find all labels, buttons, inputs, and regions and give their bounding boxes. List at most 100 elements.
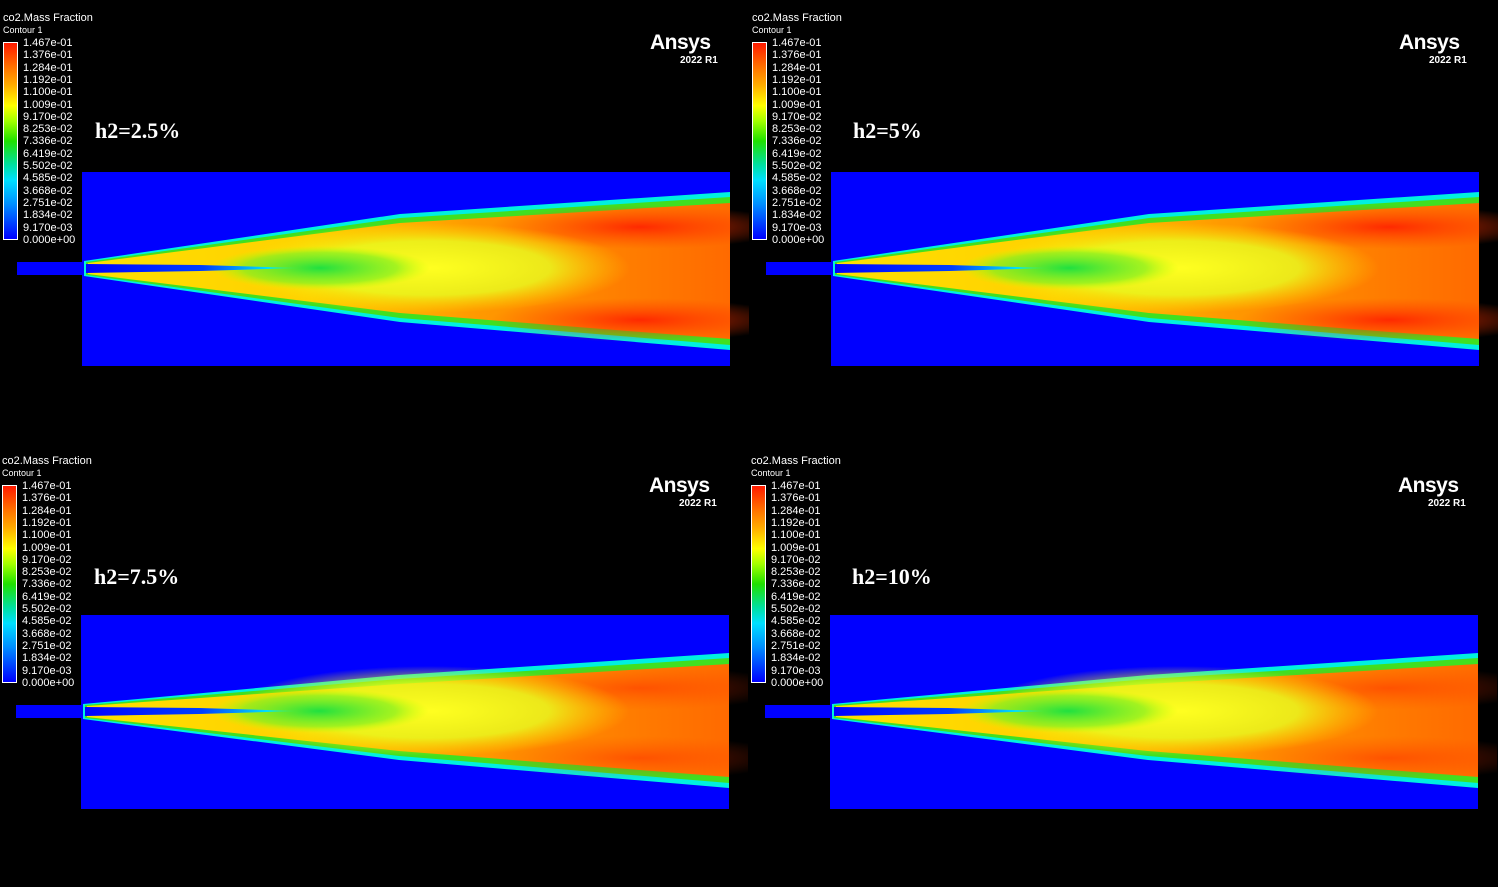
colorbar-tick-label: 2.751e-02 bbox=[22, 639, 72, 652]
jet-core bbox=[835, 264, 1049, 273]
ansys-version: 2022 R1 bbox=[679, 498, 717, 509]
colorbar-tick-label: 0.000e+00 bbox=[771, 676, 824, 689]
colorbar bbox=[3, 42, 18, 240]
colorbar-tick-label: 7.336e-02 bbox=[772, 135, 822, 148]
colorbar-tick-label: 1.834e-02 bbox=[23, 209, 73, 222]
inlet-pipe bbox=[766, 262, 832, 275]
ansys-logo: Ansys bbox=[1398, 474, 1459, 497]
colorbar-tick-label: 6.419e-02 bbox=[23, 147, 73, 160]
case-label: h2=7.5% bbox=[94, 564, 180, 589]
colorbar-tick-label: 3.668e-02 bbox=[772, 184, 822, 197]
colorbar-tick-label: 1.284e-01 bbox=[771, 504, 821, 517]
colorbar-tick-label: 0.000e+00 bbox=[23, 233, 76, 246]
colorbar-tick-label: 9.170e-02 bbox=[23, 110, 73, 123]
colorbar-subtitle: Contour 1 bbox=[3, 25, 43, 35]
colorbar-tick-label: 1.009e-01 bbox=[22, 541, 72, 554]
colorbar-tick-label: 9.170e-03 bbox=[22, 664, 72, 677]
inlet-pipe bbox=[765, 705, 831, 718]
colorbar-tick-label: 6.419e-02 bbox=[22, 590, 72, 603]
ansys-logo: Ansys bbox=[649, 474, 710, 497]
colorbar-tick-label: 3.668e-02 bbox=[22, 627, 72, 640]
colorbar-tick-label: 1.834e-02 bbox=[772, 209, 822, 222]
colorbar-tick-label: 8.253e-02 bbox=[23, 123, 73, 136]
colorbar-tick-label: 3.668e-02 bbox=[23, 184, 73, 197]
colorbar-tick-label: 0.000e+00 bbox=[772, 233, 825, 246]
colorbar-tick-label: 5.502e-02 bbox=[771, 603, 821, 615]
colorbar-tick-label: 1.834e-02 bbox=[22, 652, 72, 665]
colorbar-tick-label: 1.100e-01 bbox=[23, 86, 73, 99]
colorbar-tick-label: 1.376e-01 bbox=[771, 492, 821, 505]
contour-field bbox=[16, 615, 748, 809]
colorbar-title: co2.Mass Fraction bbox=[751, 455, 841, 467]
colorbar-tick-label: 6.419e-02 bbox=[772, 147, 822, 160]
inlet-pipe bbox=[17, 262, 83, 275]
jet-core bbox=[85, 707, 299, 716]
colorbar-tick-label: 1.100e-01 bbox=[771, 529, 821, 542]
colorbar-tick-label: 1.192e-01 bbox=[771, 516, 821, 529]
colorbar-tick-label: 9.170e-02 bbox=[772, 110, 822, 123]
colorbar-tick-label: 1.467e-01 bbox=[772, 37, 822, 49]
colorbar-tick-label: 2.751e-02 bbox=[23, 196, 73, 209]
colorbar-tick-label: 0.000e+00 bbox=[22, 676, 75, 689]
colorbar-tick-label: 5.502e-02 bbox=[23, 160, 73, 172]
colorbar-subtitle: Contour 1 bbox=[752, 25, 792, 35]
colorbar-title: co2.Mass Fraction bbox=[752, 12, 842, 24]
colorbar bbox=[751, 485, 766, 683]
contour-panel: co2.Mass Fraction Contour 1 1.467e-01 1.3… bbox=[749, 0, 1498, 443]
colorbar-tick-label: 9.170e-02 bbox=[22, 553, 72, 566]
colorbar-tick-label: 7.336e-02 bbox=[23, 135, 73, 148]
colorbar-tick-label: 8.253e-02 bbox=[772, 123, 822, 136]
colorbar-tick-label: 2.751e-02 bbox=[771, 639, 821, 652]
colorbar-tick-label: 9.170e-03 bbox=[23, 221, 73, 234]
colorbar-tick-label: 1.009e-01 bbox=[772, 98, 822, 111]
inlet-pipe bbox=[16, 705, 82, 718]
colorbar-tick-label: 1.284e-01 bbox=[23, 61, 73, 74]
ansys-version: 2022 R1 bbox=[1428, 498, 1466, 509]
colorbar-tick-label: 2.751e-02 bbox=[772, 196, 822, 209]
contour-panel: co2.Mass Fraction Contour 1 1.467e-01 1.3… bbox=[748, 443, 1497, 886]
colorbar-tick-label: 1.467e-01 bbox=[22, 480, 72, 492]
colorbar-tick-label: 4.585e-02 bbox=[23, 172, 73, 185]
colorbar-tick-label: 7.336e-02 bbox=[771, 578, 821, 591]
colorbar-tick-label: 1.467e-01 bbox=[771, 480, 821, 492]
colorbar-tick-label: 5.502e-02 bbox=[22, 603, 72, 615]
colorbar-tick-label: 1.100e-01 bbox=[22, 529, 72, 542]
colorbar-tick-label: 6.419e-02 bbox=[771, 590, 821, 603]
colorbar-tick-label: 4.585e-02 bbox=[22, 615, 72, 628]
colorbar-tick-label: 1.009e-01 bbox=[23, 98, 73, 111]
jet-core bbox=[834, 707, 1048, 716]
case-label: h2=2.5% bbox=[95, 118, 181, 143]
colorbar-tick-label: 5.502e-02 bbox=[772, 160, 822, 172]
colorbar-tick-label: 1.284e-01 bbox=[22, 504, 72, 517]
colorbar-tick-label: 1.834e-02 bbox=[771, 652, 821, 665]
colorbar-tick-label: 1.376e-01 bbox=[772, 49, 822, 62]
jet-core bbox=[86, 264, 300, 273]
case-label: h2=10% bbox=[852, 564, 932, 589]
colorbar-tick-label: 1.100e-01 bbox=[772, 86, 822, 99]
colorbar-tick-label: 1.192e-01 bbox=[22, 516, 72, 529]
colorbar-tick-label: 3.668e-02 bbox=[771, 627, 821, 640]
colorbar-tick-label: 9.170e-03 bbox=[772, 221, 822, 234]
colorbar-tick-label: 4.585e-02 bbox=[772, 172, 822, 185]
contour-field bbox=[765, 615, 1497, 809]
ansys-logo: Ansys bbox=[1399, 31, 1460, 54]
colorbar-tick-label: 1.376e-01 bbox=[22, 492, 72, 505]
colorbar-tick-label: 7.336e-02 bbox=[22, 578, 72, 591]
colorbar-tick-label: 9.170e-03 bbox=[771, 664, 821, 677]
colorbar-title: co2.Mass Fraction bbox=[3, 12, 93, 24]
case-label: h2=5% bbox=[853, 118, 922, 143]
colorbar-subtitle: Contour 1 bbox=[2, 468, 42, 478]
contour-panel: co2.Mass Fraction Contour 1 1.467e-01 1.3… bbox=[0, 443, 748, 886]
colorbar-tick-label: 1.192e-01 bbox=[772, 73, 822, 86]
colorbar-tick-label: 1.467e-01 bbox=[23, 37, 73, 49]
colorbar-tick-label: 9.170e-02 bbox=[771, 553, 821, 566]
colorbar-tick-label: 1.192e-01 bbox=[23, 73, 73, 86]
colorbar bbox=[2, 485, 17, 683]
contour-field bbox=[766, 172, 1498, 366]
colorbar-tick-label: 8.253e-02 bbox=[22, 566, 72, 579]
colorbar-tick-label: 4.585e-02 bbox=[771, 615, 821, 628]
contour-field bbox=[17, 172, 749, 366]
colorbar-tick-label: 1.009e-01 bbox=[771, 541, 821, 554]
contour-panel: co2.Mass Fraction Contour 1 1.467e-01 1.3… bbox=[0, 0, 749, 443]
ansys-version: 2022 R1 bbox=[680, 55, 718, 66]
